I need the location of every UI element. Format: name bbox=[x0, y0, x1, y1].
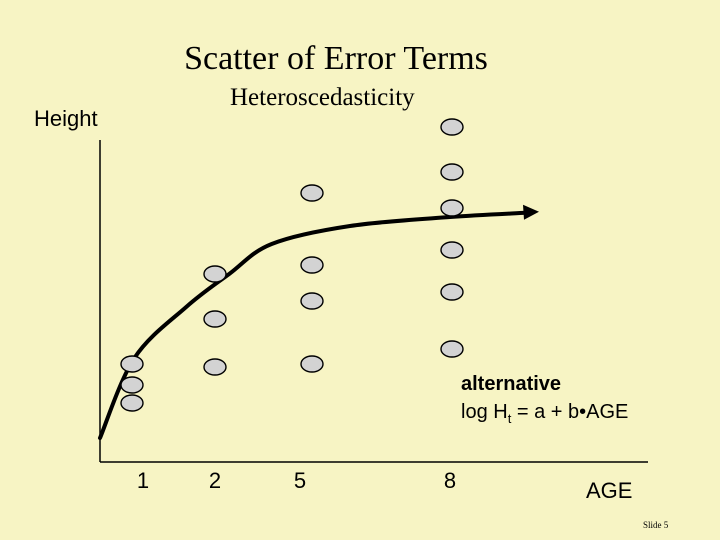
slide-title: Scatter of Error Terms bbox=[184, 40, 488, 77]
y-axis-label: Height bbox=[34, 106, 98, 131]
data-point bbox=[203, 358, 227, 376]
annotation-formula: log Ht = a + b•AGE bbox=[461, 398, 628, 433]
data-point bbox=[120, 376, 144, 394]
x-tick-label-5: 5 bbox=[294, 468, 306, 493]
data-point bbox=[440, 118, 464, 136]
model-annotation: alternative log Ht = a + b•AGE bbox=[461, 370, 628, 433]
data-point bbox=[120, 394, 144, 412]
data-point bbox=[300, 184, 324, 202]
data-point bbox=[120, 355, 144, 373]
formula-lhs: log H bbox=[461, 401, 508, 423]
data-point bbox=[440, 340, 464, 358]
x-axis-label: AGE bbox=[586, 478, 633, 503]
x-tick-label-2: 2 bbox=[209, 468, 221, 493]
formula-subscript: t bbox=[507, 411, 512, 426]
x-tick-label-1: 1 bbox=[137, 468, 149, 493]
fit-curve-layer bbox=[98, 204, 539, 440]
data-point bbox=[440, 199, 464, 217]
slide-subtitle: Heteroscedasticity bbox=[230, 84, 415, 111]
tick-labels-layer: 1 2 5 8 bbox=[137, 468, 456, 493]
data-point bbox=[300, 355, 324, 373]
data-point bbox=[440, 241, 464, 259]
data-point bbox=[300, 256, 324, 274]
data-point bbox=[203, 310, 227, 328]
data-point bbox=[203, 265, 227, 283]
data-point bbox=[440, 163, 464, 181]
slide-number: Slide 5 bbox=[643, 520, 669, 530]
x-tick-label-8: 8 bbox=[444, 468, 456, 493]
curve-arrowhead bbox=[523, 204, 539, 220]
data-point bbox=[440, 283, 464, 301]
points-layer bbox=[120, 118, 464, 412]
data-point bbox=[300, 292, 324, 310]
annotation-heading: alternative bbox=[461, 373, 562, 395]
formula-rhs: = a + b•AGE bbox=[511, 401, 629, 423]
